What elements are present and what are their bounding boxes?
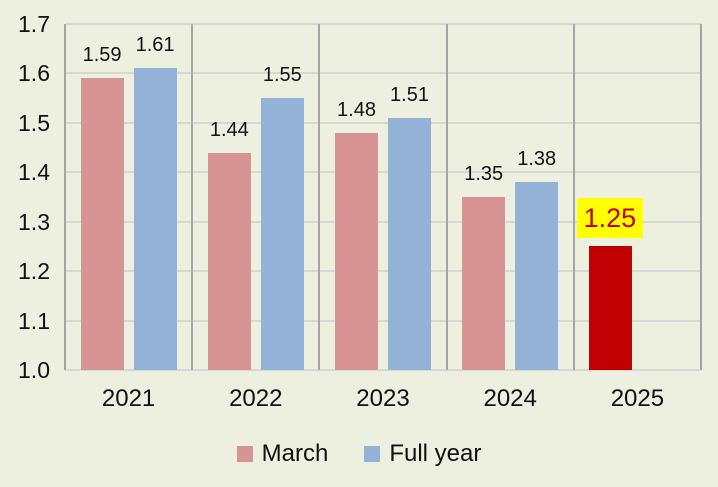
y-axis-tick-1.3: 1.3 <box>18 208 50 235</box>
data-label-full-year-2023: 1.51 <box>390 83 429 106</box>
gridline-y-1.1 <box>65 319 701 322</box>
bar-full-year-2022 <box>260 98 304 370</box>
x-axis-tick-2024: 2024 <box>483 385 537 412</box>
gridline-y-1.5 <box>65 121 701 124</box>
group-separator <box>445 24 448 370</box>
legend-label-march: March <box>261 440 329 467</box>
gridline-y-1.6 <box>65 72 701 75</box>
legend-label-full-year: Full year <box>389 440 482 467</box>
data-label-march-2024: 1.35 <box>464 163 504 185</box>
bar-march-2024 <box>462 197 506 370</box>
group-separator <box>191 24 194 370</box>
legend-item-full-year: Full year <box>364 440 481 468</box>
gridline-y-1.4 <box>65 171 701 174</box>
y-axis-tick-1.1: 1.1 <box>18 307 50 334</box>
y-axis-tick-1.6: 1.6 <box>18 60 50 87</box>
bar-full-year-2023 <box>388 117 431 370</box>
legend-item-march: March <box>236 440 329 468</box>
legend: March Full year <box>0 440 718 468</box>
y-axis-tick-1.7: 1.7 <box>18 11 50 37</box>
bar-march-2025 <box>589 246 633 370</box>
gridline-y-1.7 <box>65 23 701 25</box>
data-label-march-2021: 1.59 <box>82 44 122 67</box>
group-separator <box>572 24 575 370</box>
bar-full-year-2024 <box>515 182 559 370</box>
gridline-y-1.2 <box>65 270 701 273</box>
data-label-full-year-2024: 1.38 <box>517 148 557 171</box>
plot-right-border <box>700 24 702 370</box>
y-axis-tick-1.2: 1.2 <box>18 258 50 285</box>
y-axis-tick-1.0: 1.0 <box>18 357 50 383</box>
legend-swatch-march <box>236 446 253 462</box>
y-axis-tick-1.5: 1.5 <box>18 109 50 136</box>
data-label-march-2022: 1.44 <box>209 118 249 141</box>
data-label-march-2023: 1.48 <box>337 98 376 121</box>
plot-left-border <box>64 24 66 370</box>
data-label-full-year-2021: 1.61 <box>135 34 175 57</box>
gridline-y-1.0 <box>65 369 701 371</box>
x-axis-tick-2025: 2025 <box>610 385 665 412</box>
bar-march-2021 <box>80 78 124 370</box>
bar-march-2022 <box>207 152 251 370</box>
x-axis-tick-2023: 2023 <box>356 385 410 412</box>
data-label-full-year-2022: 1.55 <box>262 64 302 87</box>
highlighted-data-label-2025: 1.25 <box>576 198 643 239</box>
group-separator <box>318 24 321 370</box>
x-axis-tick-2022: 2022 <box>229 385 283 412</box>
y-axis-tick-1.4: 1.4 <box>18 159 50 186</box>
bar-march-2023 <box>335 132 378 370</box>
x-axis-tick-2021: 2021 <box>101 385 156 412</box>
gridline-y-1.3 <box>65 220 701 223</box>
legend-swatch-full-year <box>364 446 381 462</box>
bar-full-year-2021 <box>133 68 177 370</box>
